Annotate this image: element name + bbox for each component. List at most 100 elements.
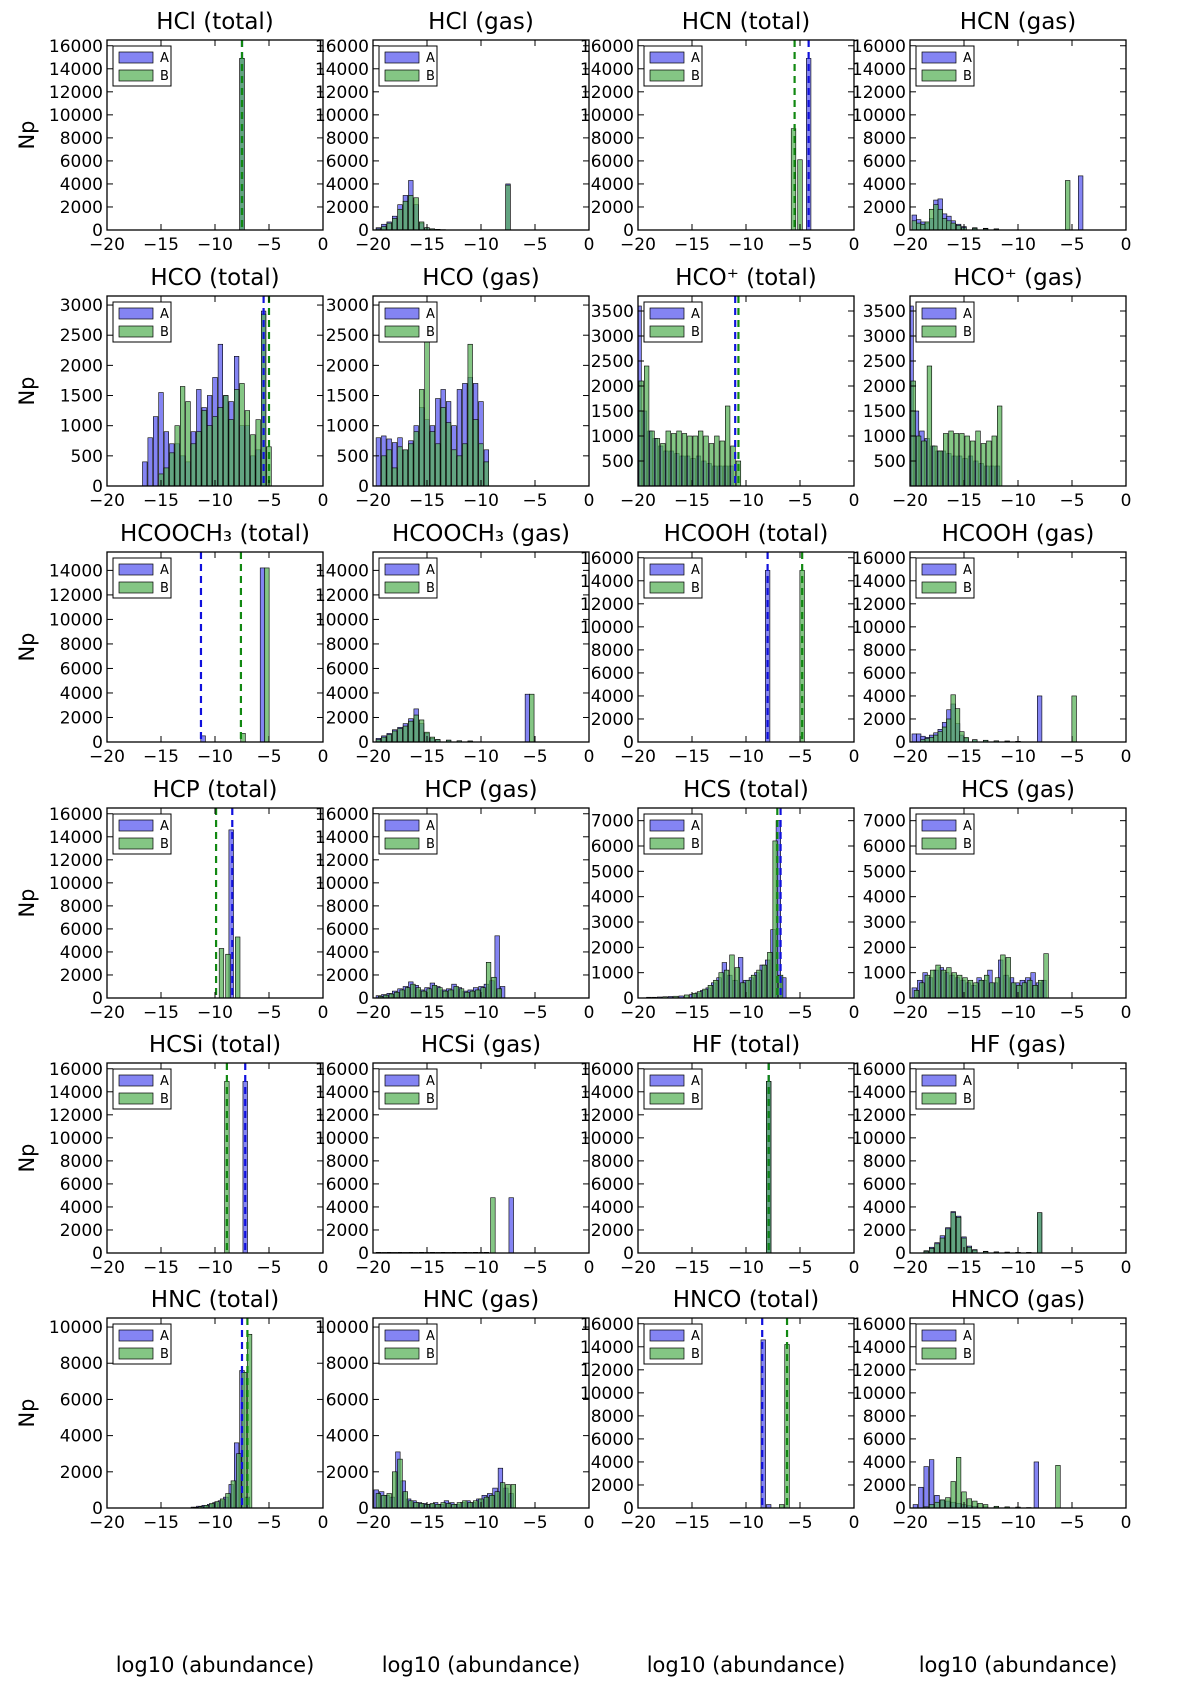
- legend-label-a: A: [691, 1329, 700, 1344]
- x-tick-label: −15: [143, 1258, 179, 1278]
- legend: AB: [915, 301, 975, 343]
- bar-b: [1011, 982, 1017, 998]
- bar-b: [207, 425, 213, 486]
- chart-panel: HCN (gas)−20 −15 −10 −5 00200040006000800010…: [852, 9, 1132, 255]
- bar-b: [442, 990, 448, 998]
- bar-b: [734, 967, 740, 998]
- x-tick-label: −10: [197, 747, 233, 767]
- x-tick-label: −5: [1059, 1258, 1084, 1278]
- chart-panel: HCN (total) −20 −15 −10 −5 0 0 2000 4000 6000 8000…: [580, 9, 860, 255]
- bar-b: [185, 401, 191, 486]
- bar-b: [750, 974, 757, 998]
- y-tick-label: 16000: [580, 1315, 634, 1335]
- bar-b: [158, 473, 164, 486]
- legend-label-a: A: [691, 307, 700, 322]
- bar-b: [945, 1497, 951, 1508]
- bar-b: [940, 969, 947, 998]
- bars: [912, 1457, 1061, 1508]
- x-tick-label: 0: [1121, 235, 1132, 255]
- x-tick-label: −10: [463, 1513, 499, 1533]
- bar-b: [719, 440, 725, 486]
- bar-b: [920, 223, 926, 230]
- x-tick-label: −15: [674, 747, 710, 767]
- bar-b: [644, 365, 650, 486]
- y-tick-label: 2000: [326, 708, 369, 728]
- bar-b: [1065, 180, 1071, 230]
- legend-swatch-b: [649, 1092, 685, 1105]
- y-tick-label: 6000: [326, 920, 369, 940]
- y-tick-label: 0: [623, 1499, 634, 1519]
- bar-b: [224, 1081, 230, 1253]
- x-tick-label: −5: [522, 491, 547, 511]
- x-tick-label: −10: [728, 1258, 764, 1278]
- y-tick-label: 500: [71, 447, 103, 467]
- bar-b: [756, 969, 762, 998]
- x-tick-label: −10: [1000, 235, 1036, 255]
- bar-b: [386, 1493, 392, 1508]
- legend-label-b: B: [691, 1092, 700, 1107]
- y-tick-label: 10000: [49, 874, 103, 894]
- legend: AB: [643, 813, 703, 855]
- bar-b: [413, 1502, 419, 1508]
- x-tick-label: −20: [620, 1003, 656, 1023]
- legend-swatch-a: [921, 307, 957, 320]
- y-tick-label: 12000: [852, 595, 906, 615]
- y-tick-label: 12000: [580, 1361, 634, 1381]
- x-tick-label: −10: [1000, 1003, 1036, 1023]
- legend-swatch-b: [118, 1092, 154, 1105]
- legend-swatch-b: [921, 325, 957, 338]
- bar-b: [219, 1498, 226, 1508]
- y-tick-label: 12000: [580, 83, 634, 103]
- legend: AB: [378, 557, 438, 599]
- y-tick-label: 1000: [591, 427, 634, 447]
- bar-b: [707, 985, 713, 998]
- x-tick-label: −15: [409, 491, 445, 511]
- chart-title: HCP (total): [152, 777, 277, 803]
- bar-a: [923, 1466, 929, 1508]
- bar-b: [421, 990, 427, 998]
- x-tick-label: −5: [787, 747, 812, 767]
- x-tick-label: −5: [1059, 1513, 1084, 1533]
- legend: AB: [378, 813, 438, 855]
- legend-swatch-a: [921, 51, 957, 64]
- bar-b: [967, 979, 974, 998]
- bar-b: [1005, 957, 1011, 998]
- y-tick-label: 14000: [315, 561, 369, 581]
- y-tick-label: 8000: [326, 129, 369, 149]
- y-tick-label: 3000: [60, 296, 103, 316]
- x-tick-label: −5: [522, 1258, 547, 1278]
- bar-b: [777, 974, 784, 998]
- legend-swatch-a: [384, 1329, 420, 1342]
- y-tick-label: 14000: [315, 60, 369, 80]
- chart-title: HCS (gas): [961, 777, 1075, 803]
- y-tick-label: 8000: [863, 1407, 906, 1427]
- y-tick-label: 6000: [326, 152, 369, 172]
- x-tick-label: −20: [892, 1513, 928, 1533]
- y-tick-label: 8000: [863, 1152, 906, 1172]
- x-tick-label: −5: [256, 747, 281, 767]
- y-tick-label: 6000: [326, 1390, 369, 1410]
- y-tick-label: 6000: [591, 664, 634, 684]
- bar-b: [462, 443, 468, 486]
- y-tick-label: 6000: [863, 1430, 906, 1450]
- x-tick-label: −20: [620, 1513, 656, 1533]
- bar-b: [212, 416, 218, 486]
- y-tick-label: 8000: [60, 1354, 103, 1374]
- bar-b: [490, 1197, 496, 1253]
- bar-b: [692, 435, 698, 486]
- y-tick-label: 0: [92, 733, 103, 753]
- bar-b: [462, 1500, 468, 1508]
- bar-a: [147, 437, 153, 486]
- y-tick-label: 5000: [863, 862, 906, 882]
- bar-b: [916, 222, 922, 230]
- y-tick-label: 16000: [852, 549, 906, 569]
- bar-b: [198, 1506, 204, 1508]
- x-tick-label: −20: [355, 1258, 391, 1278]
- y-tick-label: 16000: [315, 1060, 369, 1080]
- bar-b: [453, 986, 459, 998]
- legend-swatch-a: [649, 307, 685, 320]
- x-tick-label: −15: [946, 1513, 982, 1533]
- y-tick-label: 0: [895, 733, 906, 753]
- y-axis-label: Np: [15, 376, 39, 405]
- legend-label-a: A: [160, 1074, 169, 1089]
